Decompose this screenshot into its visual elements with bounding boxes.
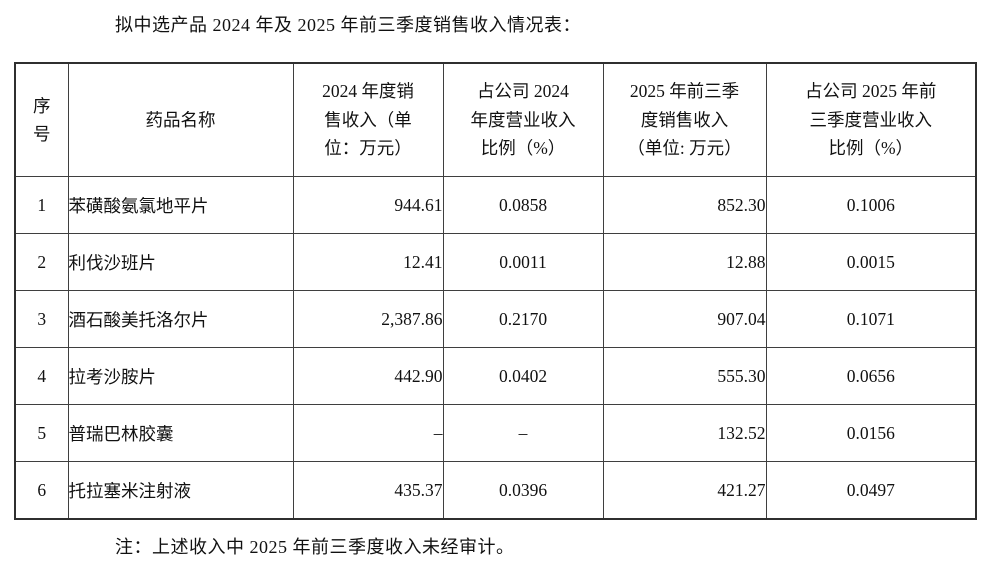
cell-ratio-2024: 0.0858	[442, 176, 604, 234]
table-row: 3 酒石酸美托洛尔片 2,387.86 0.2170 907.04 0.1071	[14, 290, 977, 348]
cell-rev-2025: 555.30	[602, 347, 767, 405]
cell-ratio-2025: 0.1071	[765, 290, 977, 348]
cell-ratio-2025: 0.0015	[765, 233, 977, 291]
cell-drug-name: 普瑞巴林胶囊	[67, 404, 294, 462]
cell-row-no: 6	[14, 461, 69, 520]
cell-rev-2024: 944.61	[292, 176, 444, 234]
cell-rev-2025: 12.88	[602, 233, 767, 291]
cell-row-no: 4	[14, 347, 69, 405]
cell-rev-2024: 12.41	[292, 233, 444, 291]
cell-drug-name: 托拉塞米注射液	[67, 461, 294, 520]
cell-ratio-2025: 0.0156	[765, 404, 977, 462]
header-cell-drug-name: 药品名称	[67, 62, 294, 177]
cell-drug-name: 酒石酸美托洛尔片	[67, 290, 294, 348]
cell-rev-2025: 132.52	[602, 404, 767, 462]
cell-ratio-2024: 0.0011	[442, 233, 604, 291]
table-row: 2 利伐沙班片 12.41 0.0011 12.88 0.0015	[14, 233, 977, 291]
cell-ratio-2024: 0.0396	[442, 461, 604, 520]
cell-row-no: 2	[14, 233, 69, 291]
table-row: 1 苯磺酸氨氯地平片 944.61 0.0858 852.30 0.1006	[14, 176, 977, 234]
header-cell-no: 序 号	[14, 62, 69, 177]
cell-rev-2024: 435.37	[292, 461, 444, 520]
header-cell-rev-2025: 2025 年前三季 度销售收入 （单位: 万元）	[602, 62, 767, 177]
footnote: 注：上述收入中 2025 年前三季度收入未经审计。	[115, 537, 515, 557]
cell-drug-name: 利伐沙班片	[67, 233, 294, 291]
cell-rev-2025: 421.27	[602, 461, 767, 520]
table-body: 1 苯磺酸氨氯地平片 944.61 0.0858 852.30 0.1006 2…	[14, 176, 977, 520]
cell-ratio-2024: 0.0402	[442, 347, 604, 405]
cell-rev-2024: 442.90	[292, 347, 444, 405]
cell-ratio-2024: –	[442, 404, 604, 462]
cell-drug-name: 拉考沙胺片	[67, 347, 294, 405]
cell-rev-2024: 2,387.86	[292, 290, 444, 348]
table-header-row: 序 号 药品名称 2024 年度销 售收入（单 位：万元） 占公司 2024 年…	[14, 62, 977, 177]
cell-row-no: 3	[14, 290, 69, 348]
header-cell-ratio-2024: 占公司 2024 年度营业收入 比例（%）	[442, 62, 604, 177]
cell-rev-2025: 852.30	[602, 176, 767, 234]
cell-rev-2025: 907.04	[602, 290, 767, 348]
cell-ratio-2025: 0.1006	[765, 176, 977, 234]
page-title: 拟中选产品 2024 年及 2025 年前三季度销售收入情况表：	[115, 15, 581, 35]
header-cell-rev-2024: 2024 年度销 售收入（单 位：万元）	[292, 62, 444, 177]
cell-ratio-2025: 0.0497	[765, 461, 977, 520]
cell-rev-2024: –	[292, 404, 444, 462]
table-row: 4 拉考沙胺片 442.90 0.0402 555.30 0.0656	[14, 347, 977, 405]
cell-row-no: 5	[14, 404, 69, 462]
table-row: 5 普瑞巴林胶囊 – – 132.52 0.0156	[14, 404, 977, 462]
header-cell-ratio-2025: 占公司 2025 年前 三季度营业收入 比例（%）	[765, 62, 977, 177]
table-row: 6 托拉塞米注射液 435.37 0.0396 421.27 0.0497	[14, 461, 977, 520]
cell-ratio-2024: 0.2170	[442, 290, 604, 348]
cell-drug-name: 苯磺酸氨氯地平片	[67, 176, 294, 234]
cell-row-no: 1	[14, 176, 69, 234]
cell-ratio-2025: 0.0656	[765, 347, 977, 405]
sales-revenue-table: 序 号 药品名称 2024 年度销 售收入（单 位：万元） 占公司 2024 年…	[14, 62, 977, 520]
